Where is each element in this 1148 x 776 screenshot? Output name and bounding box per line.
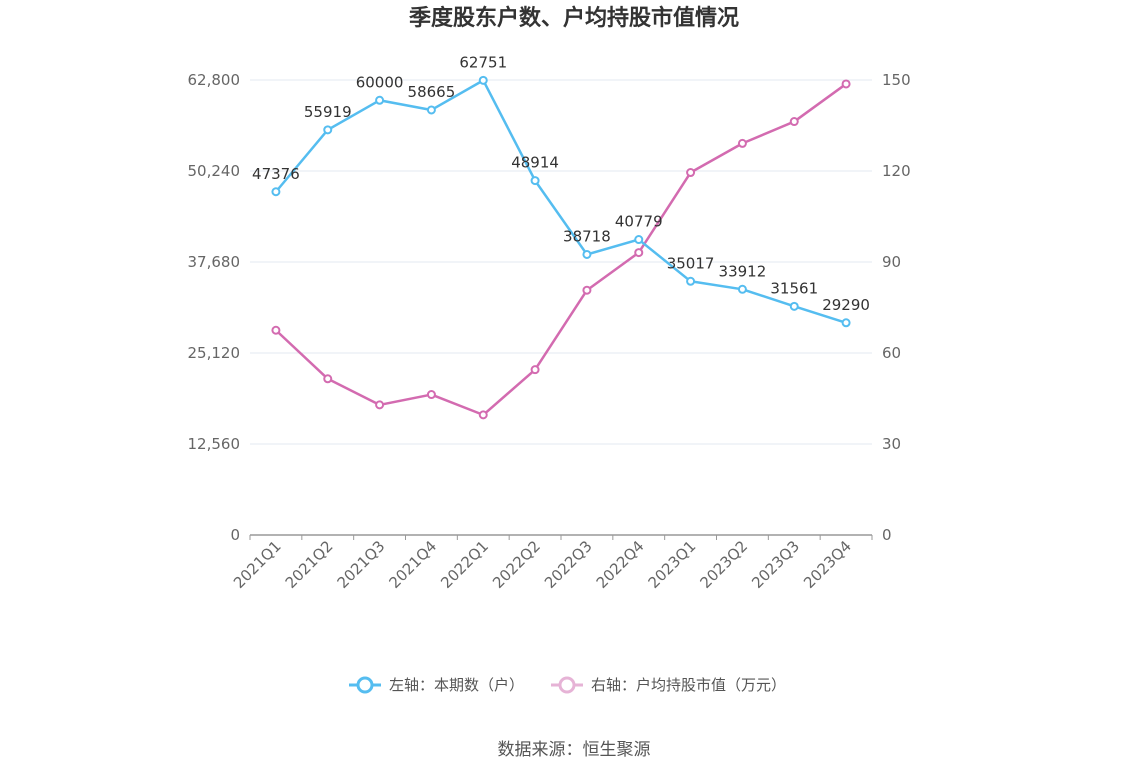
- data-point-left[interactable]: [271, 187, 281, 197]
- right-tick-label: 150: [882, 71, 911, 89]
- x-tick-label: 2023Q3: [748, 537, 803, 592]
- right-axis: 0 30 60 90 120 150: [882, 71, 911, 544]
- data-point-right[interactable]: [478, 410, 488, 420]
- legend-item-left-series[interactable]: 左轴：本期数（户）: [349, 676, 524, 694]
- data-point-left[interactable]: [375, 95, 385, 105]
- x-axis: 2021Q12021Q22021Q32021Q42022Q12022Q22022…: [230, 534, 873, 592]
- x-tick-label: 2022Q1: [437, 537, 492, 592]
- data-point-right[interactable]: [271, 325, 281, 335]
- data-point-right[interactable]: [426, 390, 436, 400]
- data-label: 58665: [408, 83, 456, 101]
- x-tick-label: 2021Q2: [282, 537, 337, 592]
- x-tick-label: 2021Q4: [385, 537, 440, 592]
- data-point-left[interactable]: [478, 75, 488, 85]
- data-label: 35017: [667, 254, 715, 272]
- data-point-left[interactable]: [426, 105, 436, 115]
- data-label: 38718: [563, 227, 611, 245]
- data-label: 29290: [822, 296, 870, 314]
- left-tick-label: 0: [230, 526, 240, 544]
- data-point-right[interactable]: [582, 285, 592, 295]
- data-point-left[interactable]: [323, 125, 333, 135]
- x-tick-label: 2022Q4: [593, 537, 648, 592]
- data-point-left[interactable]: [841, 318, 851, 328]
- data-label: 48914: [511, 154, 559, 172]
- x-tick-label: 2021Q1: [230, 537, 285, 592]
- data-point-right[interactable]: [737, 138, 747, 148]
- data-point-left[interactable]: [634, 235, 644, 245]
- legend-right-label: 右轴：户均持股市值（万元）: [591, 676, 786, 694]
- data-label: 60000: [356, 73, 404, 91]
- data-label: 31561: [770, 279, 818, 297]
- data-label: 33912: [719, 262, 767, 280]
- data-point-left[interactable]: [789, 301, 799, 311]
- right-tick-label: 0: [882, 526, 892, 544]
- right-tick-label: 60: [882, 344, 901, 362]
- legend[interactable]: 左轴：本期数（户） 右轴：户均持股市值（万元）: [349, 676, 786, 694]
- left-tick-label: 25,120: [188, 344, 241, 362]
- grid-lines: [250, 79, 872, 445]
- data-point-left[interactable]: [582, 249, 592, 259]
- legend-left-marker-icon: [356, 676, 374, 694]
- chart-title: 季度股东户数、户均持股市值情况: [409, 5, 739, 31]
- data-point-right[interactable]: [686, 168, 696, 178]
- right-tick-label: 120: [882, 162, 911, 180]
- x-tick-label: 2022Q3: [541, 537, 596, 592]
- data-point-left[interactable]: [686, 276, 696, 286]
- x-tick-label: 2023Q1: [645, 537, 700, 592]
- legend-left-label: 左轴：本期数（户）: [389, 676, 524, 694]
- data-point-right[interactable]: [375, 400, 385, 410]
- right-tick-label: 30: [882, 435, 901, 453]
- data-point-right[interactable]: [789, 117, 799, 127]
- data-label: 62751: [459, 53, 507, 71]
- data-label: 40779: [615, 213, 663, 231]
- right-tick-label: 90: [882, 253, 901, 271]
- data-point-right[interactable]: [530, 365, 540, 375]
- x-tick-label: 2023Q4: [800, 537, 855, 592]
- data-point-right[interactable]: [323, 374, 333, 384]
- x-tick-label: 2023Q2: [696, 537, 751, 592]
- left-tick-label: 12,560: [188, 435, 241, 453]
- series-line-left: [274, 79, 847, 324]
- data-label: 55919: [304, 103, 352, 121]
- legend-right-marker-icon: [558, 676, 576, 694]
- x-tick-label: 2021Q3: [334, 537, 389, 592]
- left-tick-label: 50,240: [188, 162, 241, 180]
- left-tick-label: 62,800: [188, 71, 241, 89]
- x-tick-label: 2022Q2: [489, 537, 544, 592]
- data-point-left[interactable]: [737, 284, 747, 294]
- data-point-right[interactable]: [841, 79, 851, 89]
- series-line-right: [275, 82, 847, 417]
- data-point-right[interactable]: [634, 248, 644, 258]
- legend-item-right-series[interactable]: 右轴：户均持股市值（万元）: [551, 676, 786, 694]
- data-point-left[interactable]: [530, 176, 540, 186]
- data-label: 47376: [252, 165, 300, 183]
- left-axis: 0 12,560 25,120 37,680 50,240 62,800: [188, 71, 241, 544]
- source-text: 数据来源：恒生聚源: [498, 740, 651, 760]
- left-tick-label: 37,680: [188, 253, 241, 271]
